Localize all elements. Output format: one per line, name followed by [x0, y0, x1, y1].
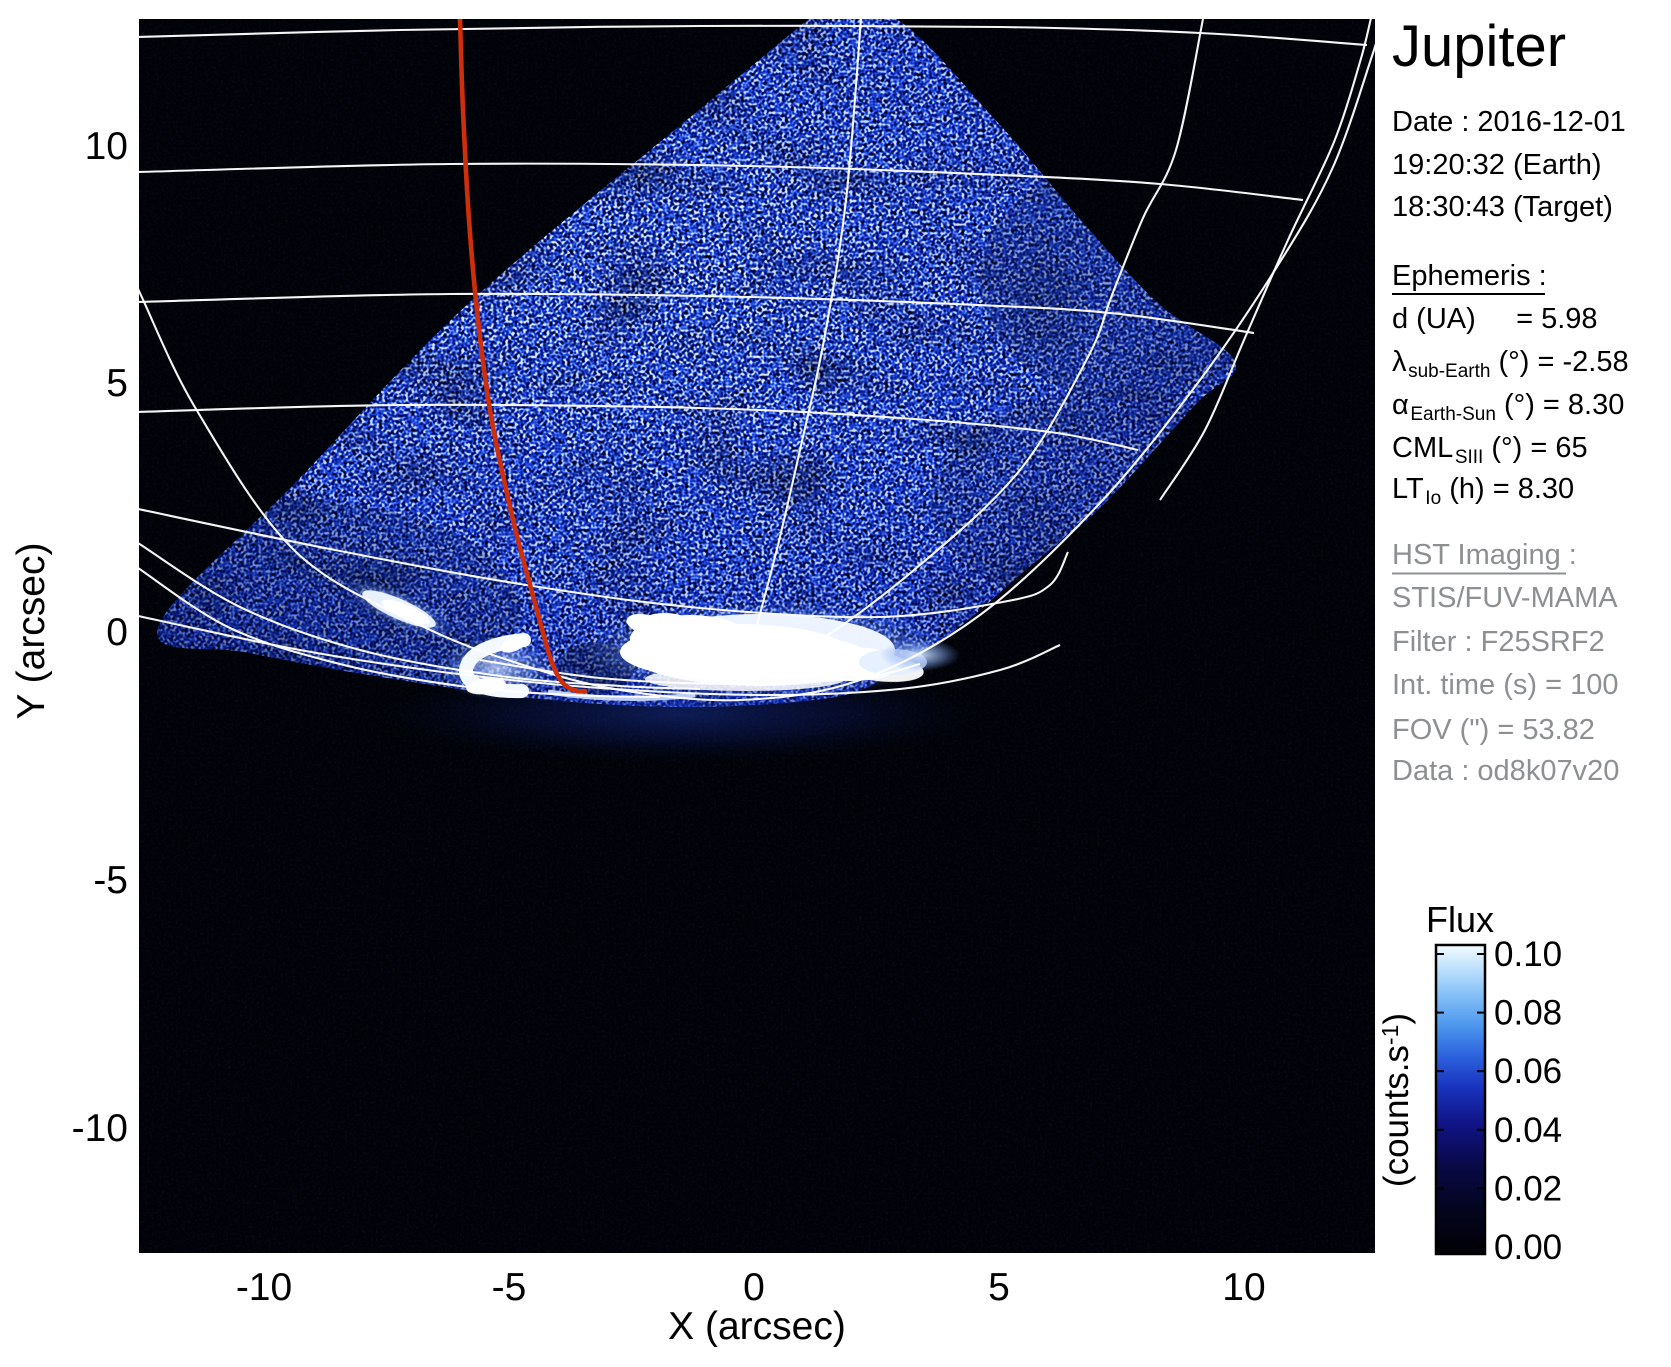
svg-text:18:30:43 (Target): 18:30:43 (Target) [1392, 191, 1613, 223]
svg-text:Data : od8k07v20: Data : od8k07v20 [1392, 755, 1619, 787]
svg-text:-5: -5 [492, 1266, 527, 1309]
svg-text:-10: -10 [236, 1266, 292, 1309]
svg-text:0: 0 [106, 611, 128, 654]
svg-text:-5: -5 [93, 859, 128, 902]
svg-text:CML SIII (°) = 65: CML SIII (°) = 65 [1392, 432, 1588, 468]
svg-text:0.00: 0.00 [1494, 1228, 1562, 1267]
svg-text:Jupiter: Jupiter [1392, 14, 1566, 79]
svg-text:19:20:32 (Earth): 19:20:32 (Earth) [1392, 149, 1602, 181]
svg-text:0: 0 [743, 1266, 765, 1309]
svg-text:Date : 2016-12-01: Date : 2016-12-01 [1392, 106, 1626, 138]
svg-text:d (UA) = 5.98: d (UA) = 5.98 [1392, 303, 1598, 335]
svg-text:α Earth-Sun (°) = 8.30: α Earth-Sun (°) = 8.30 [1392, 389, 1624, 425]
svg-text:0.04: 0.04 [1494, 1111, 1562, 1150]
svg-text:Int. time (s) = 100: Int. time (s) = 100 [1392, 669, 1618, 701]
svg-text:0.08: 0.08 [1494, 994, 1562, 1033]
svg-text:FOV (") = 53.82: FOV (") = 53.82 [1392, 714, 1595, 746]
svg-text:STIS/FUV-MAMA: STIS/FUV-MAMA [1392, 582, 1618, 614]
svg-text:10: 10 [1222, 1266, 1265, 1309]
svg-text:0.10: 0.10 [1494, 935, 1562, 974]
svg-text:0.06: 0.06 [1494, 1052, 1562, 1091]
svg-text:Ephemeris :: Ephemeris : [1392, 260, 1547, 292]
svg-text:5: 5 [106, 362, 128, 405]
svg-text:X (arcsec): X (arcsec) [668, 1305, 846, 1348]
svg-text:Filter : F25SRF2: Filter : F25SRF2 [1392, 626, 1605, 658]
svg-text:5: 5 [988, 1266, 1010, 1309]
svg-text:LT Io (h) = 8.30: LT Io (h) = 8.30 [1392, 473, 1574, 509]
svg-text:10: 10 [85, 125, 128, 168]
svg-text:-10: -10 [72, 1107, 128, 1150]
svg-text:0.02: 0.02 [1494, 1169, 1562, 1208]
svg-text:HST Imaging :: HST Imaging : [1392, 539, 1577, 571]
svg-text:Flux: Flux [1426, 899, 1494, 940]
svg-text:Y (arcsec): Y (arcsec) [10, 543, 53, 720]
